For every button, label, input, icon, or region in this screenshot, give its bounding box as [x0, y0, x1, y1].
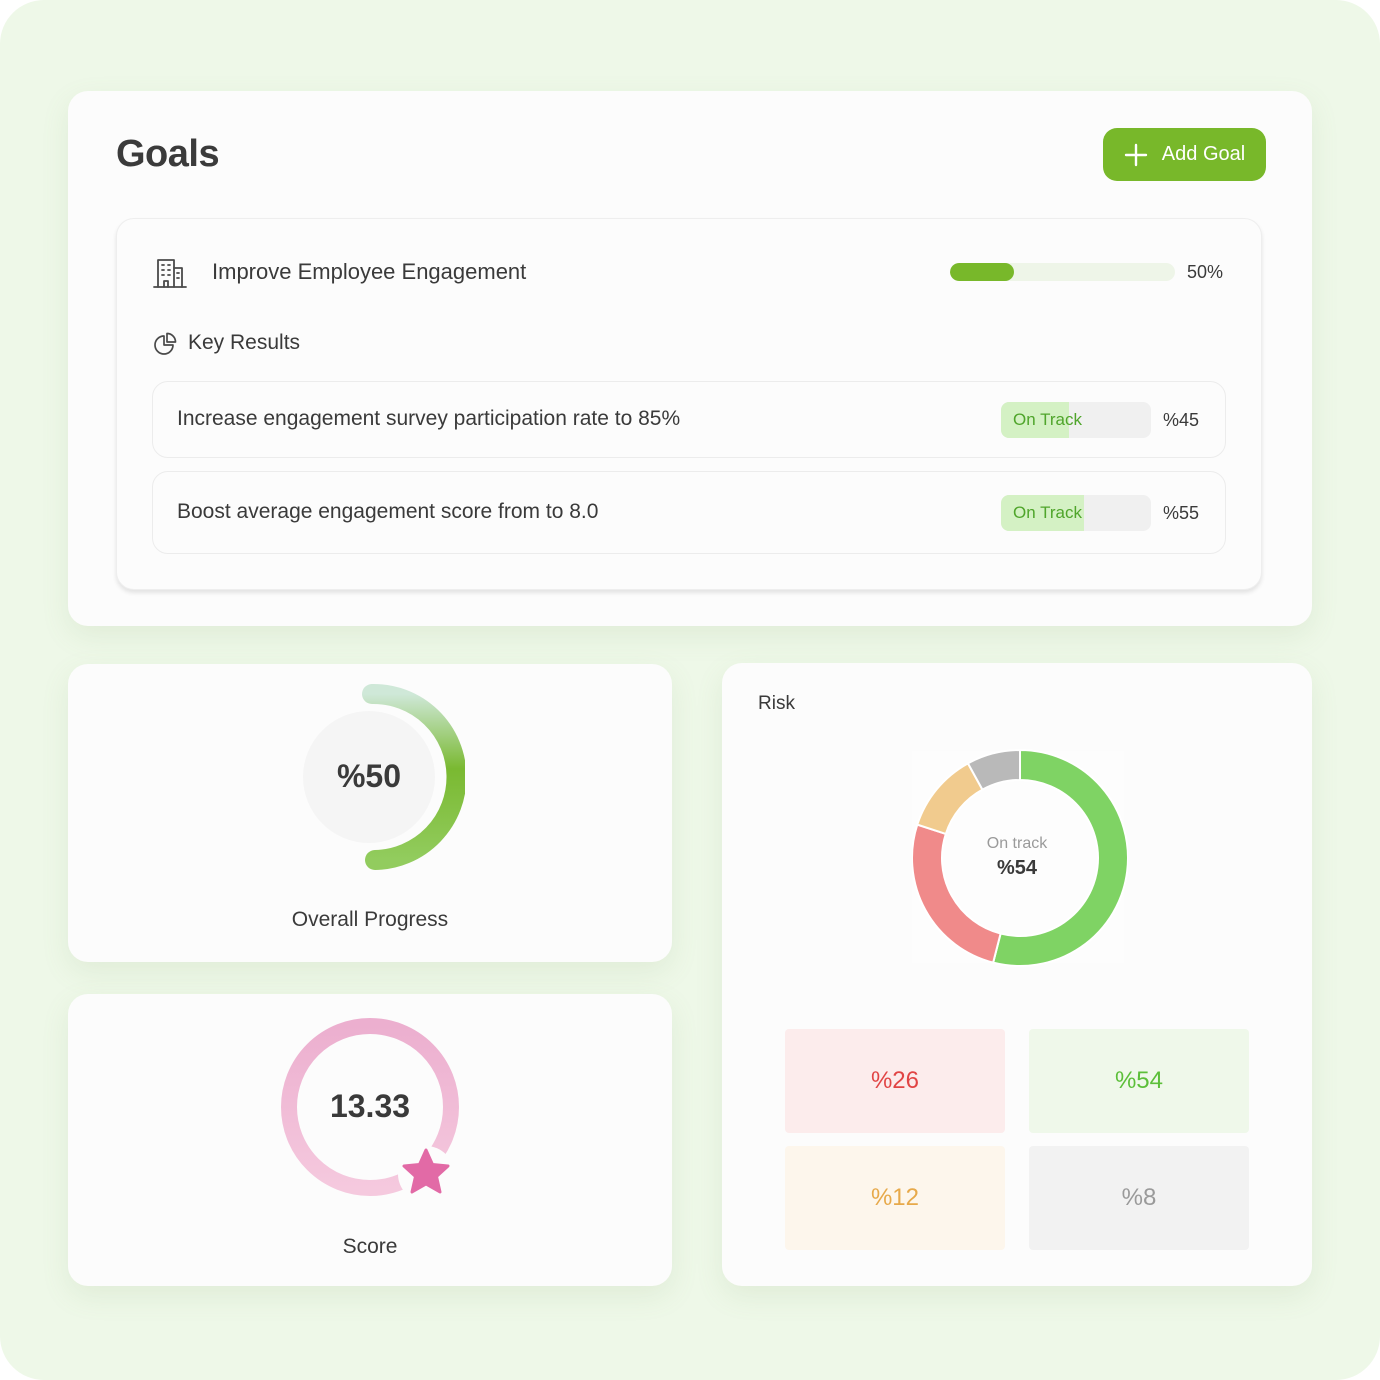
add-goal-label: Add Goal [1161, 143, 1246, 165]
key-result-percent: %45 [1163, 410, 1200, 430]
goal-name: Improve Employee Engagement [212, 259, 527, 284]
pie-chart-icon [154, 332, 177, 355]
status-fill [1001, 402, 1069, 438]
building-icon [153, 259, 187, 288]
key-result-text: Boost average engagement score from to 8… [177, 500, 599, 523]
donut-center-value: %54 [996, 857, 1038, 879]
key-result-text: Increase engagement survey participation… [177, 407, 681, 430]
page-title: Goals [116, 133, 220, 175]
donut-slice-not-started [966, 748, 1021, 792]
goals-card: Goals Add Goal Improve Employee Engageme… [68, 91, 1312, 626]
risk-donut-chart [912, 748, 1128, 967]
score-value: 13.33 [329, 1088, 411, 1124]
score-ring [281, 1018, 459, 1202]
goal-panel: Improve Employee Engagement 50% Key Resu… [116, 218, 1262, 590]
risk-card: Risk On track %54 %26 %54 %12 %8 [722, 663, 1312, 1286]
overall-progress-value: %50 [336, 758, 402, 794]
risk-tile-on-track: %54 [1029, 1029, 1249, 1133]
key-results-heading: Key Results [188, 331, 301, 354]
progress-ring-center [303, 711, 435, 843]
goal-progress-fill [950, 263, 1015, 281]
key-result-percent: %55 [1163, 503, 1200, 523]
status-badge: On Track [1001, 495, 1151, 531]
plus-icon [1124, 143, 1147, 166]
score-card: 13.33 Score [68, 994, 672, 1286]
goal-progress-percent: 50% [1187, 262, 1224, 282]
progress-ring [303, 683, 465, 870]
goal-progress-bar [950, 263, 1175, 281]
risk-tile-behind: %12 [785, 1146, 1005, 1250]
add-goal-button[interactable]: Add Goal [1103, 128, 1266, 181]
donut-center-label: On track [986, 835, 1048, 852]
overall-progress-label: Overall Progress [291, 908, 449, 931]
overall-progress-card: %50 Overall Progress [68, 664, 672, 962]
status-label: On Track [1013, 503, 1082, 522]
progress-arc [362, 683, 465, 870]
score-ring-track [281, 1018, 459, 1196]
key-result-row[interactable]: Increase engagement survey participation… [152, 381, 1226, 458]
risk-title: Risk [758, 693, 795, 714]
star-icon [402, 1148, 450, 1194]
status-fill [1001, 495, 1084, 531]
donut-slice-on-track [991, 748, 1128, 967]
status-badge: On Track [1001, 402, 1151, 438]
score-label: Score [342, 1235, 398, 1258]
status-label: On Track [1013, 410, 1082, 429]
risk-tile-not-started: %8 [1029, 1146, 1249, 1250]
key-result-row[interactable]: Boost average engagement score from to 8… [152, 471, 1226, 554]
risk-tile-at-risk: %26 [785, 1029, 1005, 1133]
